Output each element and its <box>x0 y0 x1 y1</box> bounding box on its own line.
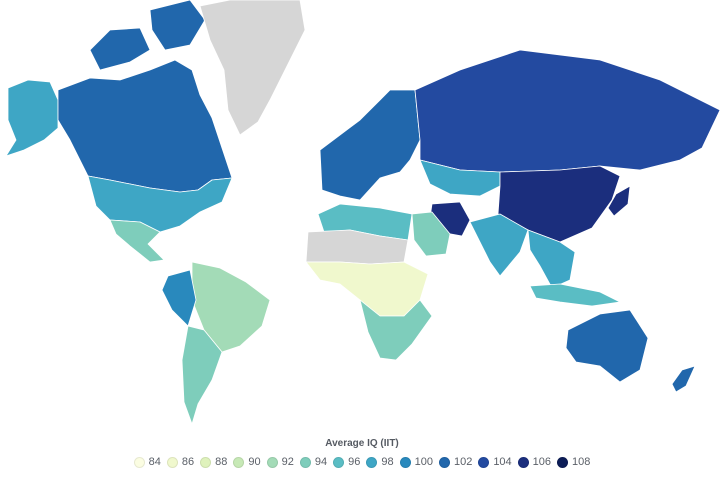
legend-label-92: 92 <box>281 456 294 468</box>
legend-item-88[interactable]: 88 <box>200 456 227 468</box>
legend-swatch-96 <box>333 456 345 468</box>
legend-label-86: 86 <box>181 456 195 468</box>
region-arabian-peninsula[interactable] <box>411 211 451 257</box>
region-argentina[interactable] <box>181 325 223 425</box>
legend-label-108: 108 <box>572 456 591 468</box>
legend-label-94: 94 <box>314 456 328 468</box>
legend-item-108[interactable]: 108 <box>557 456 590 468</box>
region-india[interactable] <box>469 213 529 277</box>
legend-swatch-94 <box>299 456 311 468</box>
legend-swatch-86 <box>166 456 178 468</box>
legend-label-102: 102 <box>453 456 473 468</box>
legend-item-92[interactable]: 92 <box>266 456 294 468</box>
region-japan[interactable] <box>607 185 631 217</box>
legend-label-88: 88 <box>215 456 228 468</box>
region-southern-africa[interactable] <box>359 299 433 361</box>
legend-item-96[interactable]: 96 <box>333 456 360 468</box>
legend-label-84: 84 <box>148 456 161 468</box>
legend-label-104: 104 <box>493 456 512 468</box>
legend-label-106: 106 <box>532 456 552 468</box>
legend-item-98[interactable]: 98 <box>366 456 394 468</box>
legend-swatch-92 <box>266 456 278 468</box>
legend-swatch-106 <box>517 456 529 468</box>
color-legend: 84 86 88 90 92 94 96 98 100 102 104 106 108 <box>0 456 724 468</box>
region-canada[interactable] <box>57 59 233 193</box>
region-europe[interactable] <box>319 89 421 201</box>
legend-swatch-98 <box>366 456 378 468</box>
region-mexico[interactable] <box>109 219 165 263</box>
legend-swatch-100 <box>399 456 411 468</box>
legend-item-84[interactable]: 84 <box>133 456 161 468</box>
legend-item-86[interactable]: 86 <box>166 456 195 468</box>
legend-item-94[interactable]: 94 <box>299 456 328 468</box>
region-brazil[interactable] <box>191 261 271 353</box>
legend-label-90: 90 <box>248 456 261 468</box>
legend-item-104[interactable]: 104 <box>478 456 512 468</box>
legend-title: Average IQ (IIT) <box>325 438 399 449</box>
legend-swatch-104 <box>478 456 490 468</box>
region-peru[interactable] <box>161 269 197 327</box>
region-australia[interactable] <box>565 309 649 383</box>
region-indonesia[interactable] <box>529 283 621 307</box>
legend-swatch-88 <box>200 456 212 468</box>
legend-item-102[interactable]: 102 <box>438 456 473 468</box>
legend-swatch-90 <box>233 456 245 468</box>
legend-item-100[interactable]: 100 <box>399 456 433 468</box>
legend-swatch-84 <box>133 456 145 468</box>
legend-swatch-102 <box>438 456 450 468</box>
region-alaska[interactable] <box>5 79 59 157</box>
legend-label-96: 96 <box>348 456 361 468</box>
region-canadian-arctic-islands[interactable] <box>89 0 206 71</box>
region-china[interactable] <box>497 165 621 243</box>
world-choropleth-map <box>5 0 721 425</box>
legend-item-106[interactable]: 106 <box>517 456 552 468</box>
region-new-zealand[interactable] <box>671 365 696 393</box>
region-greenland[interactable] <box>199 0 306 136</box>
region-kazakhstan[interactable] <box>419 159 501 197</box>
region-russia[interactable] <box>414 49 721 173</box>
legend-label-100: 100 <box>414 456 433 468</box>
legend-label-98: 98 <box>381 456 394 468</box>
legend-item-90[interactable]: 90 <box>233 456 261 468</box>
legend-swatch-108 <box>557 456 569 468</box>
